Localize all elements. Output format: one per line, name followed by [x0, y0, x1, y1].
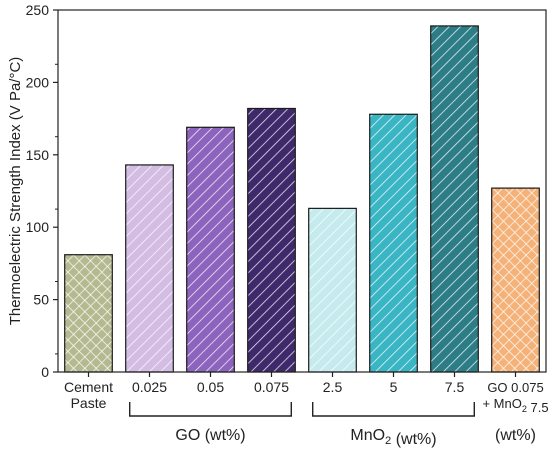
y-axis-label: Thermoelectric Strength Index (V Pa/°C) [7, 57, 24, 326]
bar-5 [369, 113, 418, 373]
y-tick-label-0: 0 [41, 364, 49, 380]
group-bracket-0 [129, 402, 292, 417]
y-tick-label-3: 150 [26, 147, 50, 163]
bar-4 [308, 207, 357, 373]
x-tick-label-1-0: 0.025 [132, 379, 167, 395]
y-tick-label-5: 250 [26, 2, 50, 18]
x-tick-label-7-0: GO 0.075 [487, 380, 543, 395]
x-tick-label-4-0: 2.5 [323, 379, 343, 395]
bar-0 [64, 254, 113, 373]
bar-3 [247, 107, 296, 373]
x-tick-label-6-0: 7.5 [445, 379, 465, 395]
plot-frame [57, 9, 547, 373]
group-bracket-1 [312, 402, 475, 417]
x-tick-label-3-0: 0.075 [254, 379, 289, 395]
bar-1 [125, 164, 174, 373]
bar-7 [491, 187, 540, 373]
bar-6 [430, 25, 479, 373]
group-label-1: MnO2 (wt%) [350, 427, 436, 448]
y-tick-label-2: 100 [26, 219, 50, 235]
x-tick-label-0-1: Paste [71, 395, 107, 411]
x-tick-label-5-0: 5 [390, 379, 398, 395]
y-axis: 0 50 100 150 200 250 [26, 2, 58, 380]
x-tick-label-0-0: Cement [64, 379, 113, 395]
group-label-2: (wt%) [495, 427, 536, 444]
y-tick-label-4: 200 [26, 74, 50, 90]
group-label-0: GO (wt%) [175, 427, 245, 444]
y-tick-label-1: 50 [33, 292, 49, 308]
group-brackets: GO (wt%) MnO2 (wt%) (wt%) [129, 402, 536, 448]
bar-2 [186, 126, 235, 373]
x-tick-label-2-0: 0.05 [197, 379, 224, 395]
bars-layer [64, 25, 540, 373]
x-tick-label-7-1: + MnO2 7.5 [482, 396, 548, 415]
